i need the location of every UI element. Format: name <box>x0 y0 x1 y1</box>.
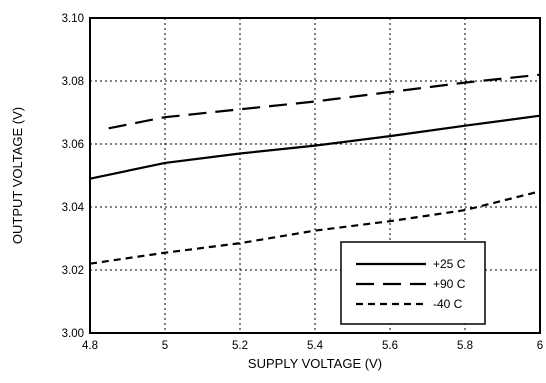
series-line-1 <box>108 73 541 130</box>
series-line-0 <box>89 114 541 180</box>
y-tick-label: 3.08 <box>62 76 84 88</box>
y-tick-label: 3.04 <box>62 202 85 214</box>
tick-labels: 4.8 5 5.2 5.4 5.6 5.8 6 3.00 3.02 3.04 3.06 3.08 3.1… <box>62 13 544 352</box>
y-axis-title: OUTPUT VOLTAGE (V) <box>10 107 25 244</box>
legend-label: -40 C <box>433 297 463 311</box>
y-tick-label: 3.10 <box>62 13 84 25</box>
legend: +25 C +90 C -40 C <box>340 241 486 325</box>
x-tick-label: 5.4 <box>307 340 324 352</box>
x-tick-label: 5.2 <box>232 340 248 352</box>
x-tick-label: 5.8 <box>457 340 473 352</box>
x-tick-label: 5.6 <box>382 340 398 352</box>
series-line-2 <box>89 190 541 265</box>
x-tick-label: 6 <box>537 340 543 352</box>
legend-label: +25 C <box>433 257 466 271</box>
legend-label: +90 C <box>433 277 466 291</box>
y-tick-label: 3.02 <box>62 265 84 277</box>
x-axis-title: SUPPLY VOLTAGE (V) <box>248 356 382 371</box>
plot-frame <box>89 17 541 334</box>
y-tick-label: 3.00 <box>62 328 84 340</box>
x-tick-label: 4.8 <box>82 340 98 352</box>
y-tick-label: 3.06 <box>62 139 84 151</box>
x-tick-label: 5 <box>162 340 168 352</box>
series-lines <box>89 73 541 265</box>
